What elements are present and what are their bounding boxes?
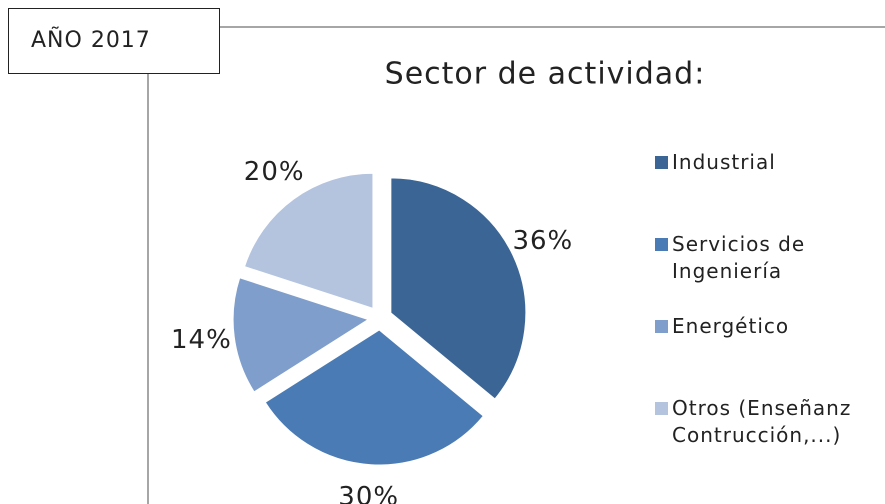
legend-swatch (655, 238, 668, 251)
legend-label: Otros (Enseñanz Contrucción,...) (672, 396, 852, 447)
legend-label: Servicios de Ingeniería (672, 232, 806, 283)
legend-label: Energético (672, 314, 790, 338)
legend-label: Industrial (672, 150, 776, 174)
year-badge: AÑO 2017 (8, 8, 220, 74)
pie-slice (264, 329, 484, 466)
data-label: 36% (512, 226, 573, 256)
data-label: 30% (338, 482, 399, 504)
pie-slice (232, 277, 370, 393)
legend-swatch (655, 156, 668, 169)
legend-swatch (655, 402, 668, 415)
data-label: 20% (244, 157, 305, 187)
pie-slice (243, 172, 374, 309)
data-label: 14% (171, 325, 232, 355)
chart-title: Sector de actividad: (385, 57, 706, 92)
pie-slice (390, 177, 527, 400)
legend-swatch (655, 320, 668, 333)
